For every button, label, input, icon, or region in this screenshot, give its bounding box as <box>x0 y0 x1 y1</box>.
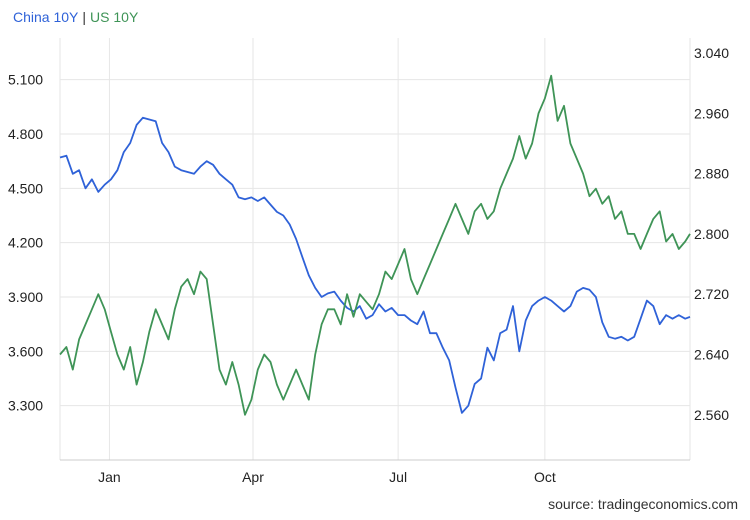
legend: China 10Y | US 10Y <box>13 9 138 25</box>
legend-us-label[interactable]: US 10Y <box>90 9 139 25</box>
legend-china-label[interactable]: China 10Y <box>13 9 79 25</box>
x-tick-label: Oct <box>534 469 556 485</box>
y-right-tick-label: 2.880 <box>694 166 729 182</box>
y-left-tick-label: 3.600 <box>8 343 43 359</box>
y-left-tick-label: 4.800 <box>8 126 43 142</box>
y-right-tick-label: 2.800 <box>694 226 729 242</box>
y-left-tick-label: 4.200 <box>8 235 43 251</box>
y-left-tick-label: 3.300 <box>8 398 43 414</box>
y-right-tick-label: 2.640 <box>694 347 729 363</box>
y-left-tick-label: 3.900 <box>8 289 43 305</box>
y-right-tick-label: 2.560 <box>694 407 729 423</box>
y-left-tick-label: 5.100 <box>8 72 43 88</box>
y-right-tick-label: 2.960 <box>694 105 729 121</box>
china-10y-line <box>59 116 691 414</box>
x-tick-label: Jul <box>389 469 407 485</box>
x-tick-label: Jan <box>98 469 121 485</box>
y-left-tick-label: 4.500 <box>8 180 43 196</box>
legend-separator: | <box>82 9 87 25</box>
us-10y-line <box>59 74 691 416</box>
y-right-tick-label: 2.720 <box>694 286 729 302</box>
y-right-tick-label: 3.040 <box>694 45 729 61</box>
x-tick-label: Apr <box>242 469 264 485</box>
source-note: source: tradingeconomics.com <box>548 496 738 512</box>
